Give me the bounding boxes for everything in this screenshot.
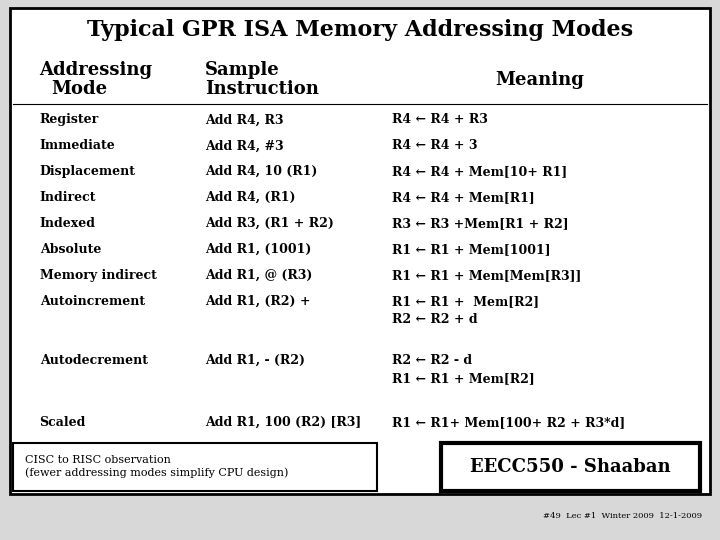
Text: Add R4, (R1): Add R4, (R1): [205, 191, 296, 204]
Text: Sample: Sample: [205, 61, 280, 79]
Text: R4 ← R4 + 3: R4 ← R4 + 3: [392, 139, 478, 152]
Text: R4 ← R4 + Mem[10+ R1]: R4 ← R4 + Mem[10+ R1]: [392, 165, 567, 178]
Text: Typical GPR ISA Memory Addressing Modes: Typical GPR ISA Memory Addressing Modes: [87, 19, 633, 40]
Text: Add R1, (1001): Add R1, (1001): [205, 243, 312, 256]
FancyBboxPatch shape: [441, 443, 700, 491]
Text: Add R1, - (R2): Add R1, - (R2): [205, 354, 305, 367]
Text: Absolute: Absolute: [40, 243, 101, 256]
Text: Add R1, @ (R3): Add R1, @ (R3): [205, 269, 312, 282]
Text: R3 ← R3 +Mem[R1 + R2]: R3 ← R3 +Mem[R1 + R2]: [392, 217, 569, 230]
Text: Add R1, 100 (R2) [R3]: Add R1, 100 (R2) [R3]: [205, 416, 361, 429]
Text: R4 ← R4 + Mem[R1]: R4 ← R4 + Mem[R1]: [392, 191, 535, 204]
Text: Add R4, 10 (R1): Add R4, 10 (R1): [205, 165, 318, 178]
Text: Instruction: Instruction: [205, 80, 319, 98]
Text: R4 ← R4 + R3: R4 ← R4 + R3: [392, 113, 488, 126]
Text: Indirect: Indirect: [40, 191, 96, 204]
Text: Autodecrement: Autodecrement: [40, 354, 148, 367]
Text: Immediate: Immediate: [40, 139, 115, 152]
Text: R1 ← R1 +  Mem[R2]: R1 ← R1 + Mem[R2]: [392, 295, 539, 308]
Text: R1 ← R1+ Mem[100+ R2 + R3*d]: R1 ← R1+ Mem[100+ R2 + R3*d]: [392, 416, 626, 429]
Text: #49  Lec #1  Winter 2009  12-1-2009: #49 Lec #1 Winter 2009 12-1-2009: [543, 512, 702, 519]
Text: CISC to RISC observation
(fewer addressing modes simplify CPU design): CISC to RISC observation (fewer addressi…: [25, 455, 289, 478]
Text: Add R4, R3: Add R4, R3: [205, 113, 284, 126]
Text: Add R1, (R2) +: Add R1, (R2) +: [205, 295, 311, 308]
Text: Indexed: Indexed: [40, 217, 96, 230]
Text: Register: Register: [40, 113, 99, 126]
Text: Add R4, #3: Add R4, #3: [205, 139, 284, 152]
Text: Meaning: Meaning: [495, 71, 585, 89]
Text: R1 ← R1 + Mem[1001]: R1 ← R1 + Mem[1001]: [392, 243, 551, 256]
FancyBboxPatch shape: [10, 8, 710, 494]
Text: Autoincrement: Autoincrement: [40, 295, 145, 308]
Text: Mode: Mode: [51, 80, 107, 98]
Text: Displacement: Displacement: [40, 165, 135, 178]
Text: R2 ← R2 - d: R2 ← R2 - d: [392, 354, 472, 367]
FancyBboxPatch shape: [13, 443, 377, 491]
Text: Add R3, (R1 + R2): Add R3, (R1 + R2): [205, 217, 334, 230]
Text: R2 ← R2 + d: R2 ← R2 + d: [392, 313, 478, 326]
Text: Memory indirect: Memory indirect: [40, 269, 156, 282]
Text: Scaled: Scaled: [40, 416, 86, 429]
Text: R1 ← R1 + Mem[R2]: R1 ← R1 + Mem[R2]: [392, 372, 535, 385]
Text: R1 ← R1 + Mem[Mem[R3]]: R1 ← R1 + Mem[Mem[R3]]: [392, 269, 582, 282]
Text: Addressing: Addressing: [40, 61, 153, 79]
Text: EECC550 - Shaaban: EECC550 - Shaaban: [470, 457, 670, 476]
